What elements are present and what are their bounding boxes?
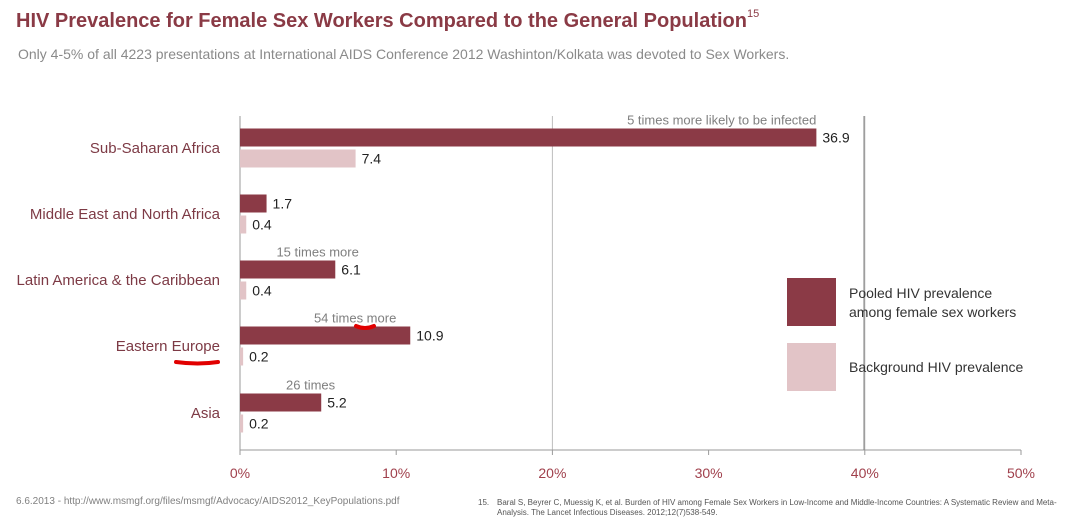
data-label: 0.2 [249,349,269,365]
legend-label: Pooled HIV prevalence [849,285,992,301]
bar-background [240,281,247,300]
bar-background [240,215,247,234]
data-label: 5.2 [327,395,347,411]
x-tick-label: 50% [1007,465,1035,481]
ratio-annotation: 5 times more likely to be infected [627,113,816,128]
category-label: Middle East and North Africa [30,206,221,223]
title-reference-number: 15 [746,8,760,21]
bar-sex-workers [240,393,322,412]
bar-background [240,347,244,366]
source-footnote: 6.6.2013 - http://www.msmgf.org/files/ms… [16,496,400,507]
legend-swatch-sex-workers [787,278,836,326]
x-tick-label: 10% [382,465,410,481]
ratio-annotation: 26 times [286,378,336,393]
data-label: 7.4 [362,151,382,167]
highlight-underline-54 [354,324,376,330]
legend-swatch-background [787,343,836,391]
bar-sex-workers [240,128,817,147]
data-label: 36.9 [822,130,849,146]
x-tick-label: 20% [538,465,566,481]
category-label: Latin America & the Caribbean [17,272,220,289]
highlight-underline-europe [174,360,220,366]
reference-number: 15. [478,498,490,507]
bar-sex-workers [240,194,267,213]
bar-background [240,414,244,433]
bar-sex-workers [240,326,411,345]
category-label: Sub-Saharan Africa [90,140,221,157]
data-label: 0.4 [252,283,272,299]
data-label: 0.2 [249,416,269,432]
bar-sex-workers [240,260,336,279]
x-tick-label: 0% [230,465,250,481]
category-label: Eastern Europe [116,338,220,355]
legend-label: among female sex workers [849,304,1016,320]
x-tick-label: 40% [851,465,879,481]
category-label: Asia [191,405,221,422]
data-label: 10.9 [416,328,443,344]
bar-background [240,149,356,168]
ratio-annotation: 15 times more [276,245,358,260]
chart-title: HIV Prevalence for Female Sex Workers Co… [16,8,760,32]
x-tick-label: 30% [695,465,723,481]
data-label: 6.1 [341,262,361,278]
data-label: 0.4 [252,217,272,233]
chart-subtitle: Only 4-5% of all 4223 presentations at I… [18,46,790,62]
ratio-annotation: 54 times more [314,311,396,326]
reference-footnote: Baral S, Beyrer C, Muessig K, et al. Bur… [497,498,1057,517]
bar-chart: 0% 10% 20% 30% 40% 50% Sub-Saharan Africa 36.9 7… [17,113,1035,482]
legend-label: Background HIV prevalence [849,359,1024,375]
data-label: 1.7 [273,196,293,212]
